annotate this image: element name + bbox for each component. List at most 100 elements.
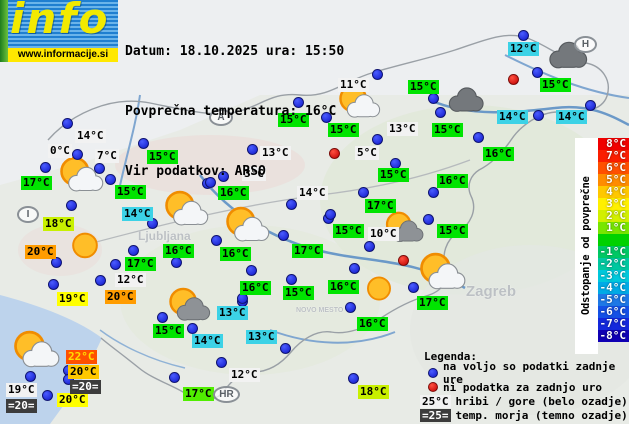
station-dot-blue — [321, 112, 332, 123]
legend-title: Legenda: — [424, 350, 477, 363]
sun-cloud-gray-icon — [165, 287, 213, 324]
station-temp-label: 13°C — [387, 122, 418, 136]
station-dot-blue — [423, 214, 434, 225]
station-temp-label: 17°C — [365, 199, 396, 213]
station-temp-label: 19°C — [57, 292, 88, 306]
station-temp-label: 15°C — [278, 113, 309, 127]
scale-cell: -8°C — [598, 330, 629, 342]
header-info: Datum: 18.10.2025 ura: 15:50 Povprečna t… — [125, 2, 344, 222]
chip-white-legend-chip: 25°C — [420, 394, 451, 408]
legend-item: na voljo so podatki zadnje ure — [420, 360, 629, 386]
station-temp-label: 15°C — [115, 185, 146, 199]
legend-item-text: hribi / gore (belo ozadje) — [455, 394, 628, 408]
header-datetime: Datum: 18.10.2025 ura: 15:50 — [125, 44, 345, 59]
station-dot-blue — [42, 390, 53, 401]
city-label: Zagreb — [466, 283, 517, 300]
station-temp-label: 14°C — [497, 110, 528, 124]
scale-cell — [598, 234, 629, 246]
station-dot-blue — [518, 30, 529, 41]
scale-cell: -3°C — [598, 270, 629, 282]
scale-cell: -5°C — [598, 294, 629, 306]
station-dot-blue — [280, 343, 291, 354]
sun-cloud-icon — [10, 330, 62, 371]
station-dot-blue — [95, 275, 106, 286]
station-temp-label: 13°C — [260, 146, 291, 160]
station-dot-blue — [216, 357, 227, 368]
station-dot-blue — [532, 67, 543, 78]
scale-cell: 5°C — [598, 174, 629, 186]
sun-cloud-icon — [56, 156, 106, 195]
city-label: Ljubljana — [138, 229, 191, 243]
country-sign-a: A — [209, 109, 233, 126]
station-dot-blue — [325, 209, 336, 220]
station-temp-label: 20°C — [105, 290, 136, 304]
station-dot-blue — [364, 241, 375, 252]
sun-cloud-icon — [222, 206, 272, 245]
legend-item: 25°C hribi / gore (belo ozadje) — [420, 394, 629, 408]
station-dot-blue — [585, 100, 596, 111]
dot-red-legend-icon — [428, 382, 438, 392]
scale-cell: -4°C — [598, 282, 629, 294]
scale-cell: -2°C — [598, 258, 629, 270]
station-temp-label: 16°C — [240, 281, 271, 295]
station-dot-blue — [157, 312, 168, 323]
scale-cell: 6°C — [598, 162, 629, 174]
station-temp-label: 14°C — [556, 110, 587, 124]
sun-cloud-icon — [416, 252, 468, 293]
station-temp-label: 14°C — [75, 129, 106, 143]
station-temp-label: 16°C — [357, 317, 388, 331]
logo-green-bar — [0, 0, 8, 62]
sun-cloud-gray-icon — [382, 211, 426, 245]
city-label: NOVO MESTO — [296, 307, 344, 314]
station-dot-blue — [25, 371, 36, 382]
station-dot-blue — [408, 282, 419, 293]
station-temp-label: 11°C — [338, 78, 369, 92]
station-temp-label: 13°C — [217, 306, 248, 320]
temperature-deviation-scale: 8°C 7°C 6°C 5°C 4°C 3°C 2°C 1°C -1°C -2°C -3°C -4°C… — [598, 138, 629, 342]
station-dot-blue — [218, 171, 229, 182]
station-temp-label: 15°C — [283, 286, 314, 300]
scale-cell: 4°C — [598, 186, 629, 198]
station-temp-label: 17°C — [292, 244, 323, 258]
station-dot-blue — [293, 97, 304, 108]
scale-cell: -6°C — [598, 306, 629, 318]
station-temp-label: 15°C — [408, 80, 439, 94]
station-temp-label: 14°C — [297, 186, 328, 200]
country-sign-i: I — [17, 206, 39, 223]
station-dot-blue — [94, 163, 105, 174]
station-temp-label: 20°C — [57, 393, 88, 407]
station-temp-label: 5°C — [355, 146, 379, 160]
station-temp-label: 16°C — [163, 244, 194, 258]
station-temp-label: 16°C — [328, 280, 359, 294]
station-temp-label: 17°C — [21, 176, 52, 190]
station-dot-blue — [473, 132, 484, 143]
sun-icon — [66, 232, 104, 262]
station-dot-blue — [40, 162, 51, 173]
station-dot-blue — [48, 279, 59, 290]
scale-cell: -7°C — [598, 318, 629, 330]
legend-item: =25= temp. morja (temno ozadje) — [420, 408, 629, 422]
sun-cloud-icon — [161, 190, 211, 229]
station-temp-label: 16°C — [483, 147, 514, 161]
country-sign-h: H — [574, 36, 597, 53]
legend-item: ni podatka za zadnjo uro — [420, 380, 629, 394]
station-dot-red — [508, 74, 519, 85]
logo-url-text[interactable]: www.informacije.si — [8, 48, 118, 62]
station-dot-blue — [128, 245, 139, 256]
station-temp-label: 18°C — [358, 385, 389, 399]
station-dot-red — [329, 148, 340, 159]
station-dot-blue — [286, 199, 297, 210]
station-temp-label: 20°C — [68, 365, 99, 379]
site-logo[interactable]: info www.informacije.si — [0, 0, 118, 62]
station-temp-label: 10°C — [368, 227, 399, 241]
logo-background: info — [8, 0, 118, 48]
country-sign-hr: HR — [213, 386, 240, 403]
station-dot-blue — [428, 187, 439, 198]
station-temp-label: =20= — [6, 399, 37, 413]
station-temp-label: 16°C — [437, 174, 468, 188]
station-temp-label: 3°C — [242, 167, 266, 181]
